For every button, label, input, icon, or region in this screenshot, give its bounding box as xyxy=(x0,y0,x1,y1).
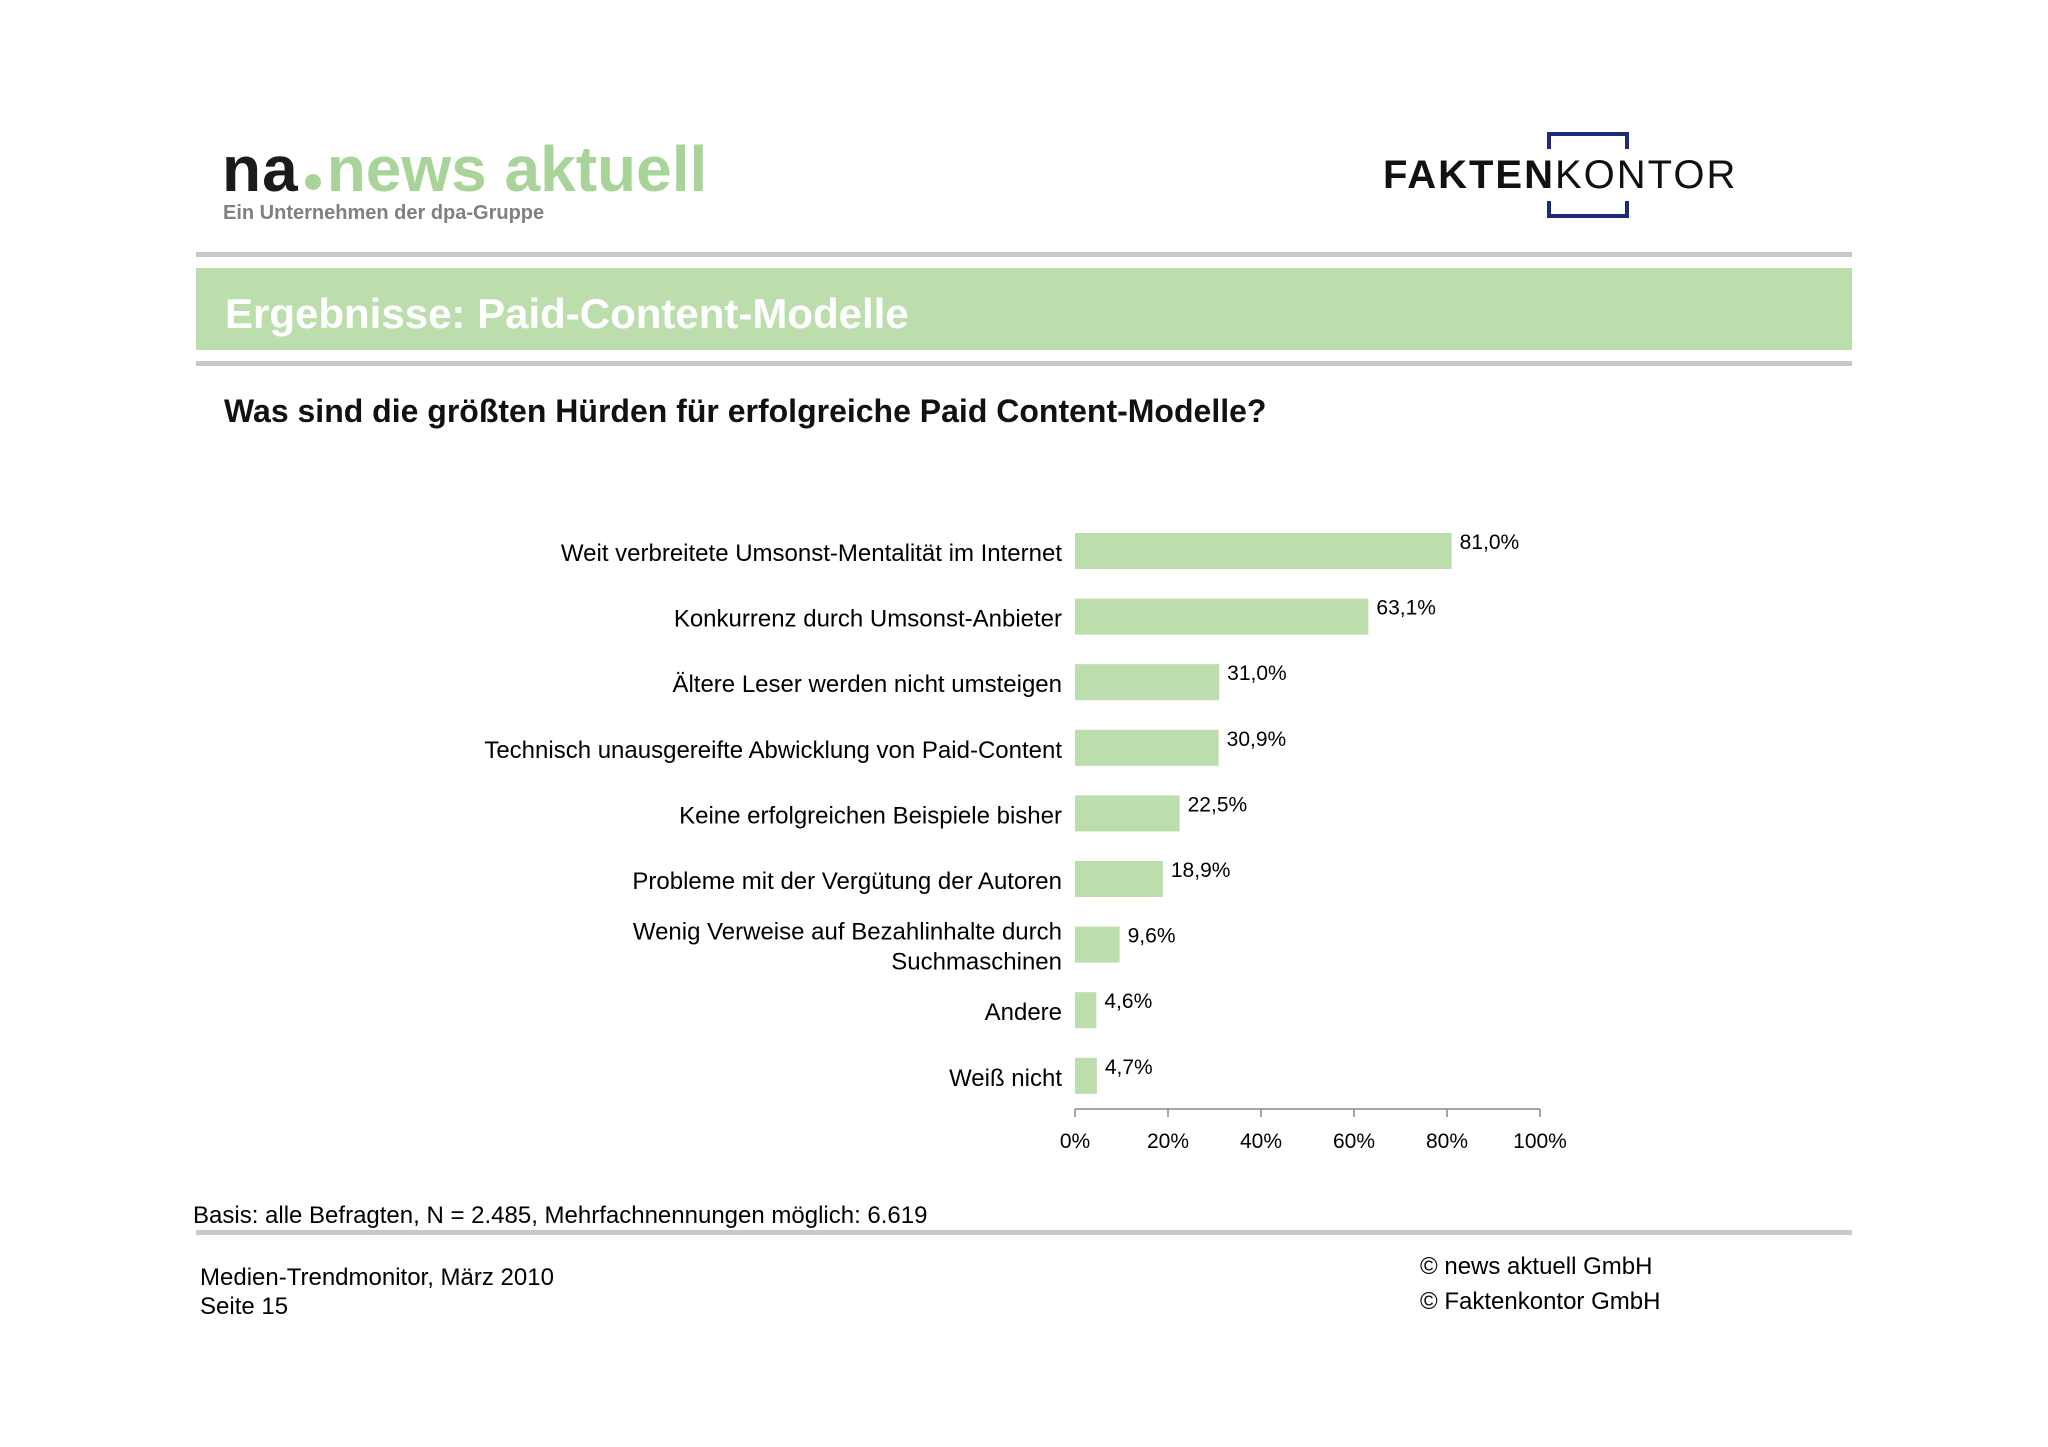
category-label-line: Weit verbreitete Umsonst-Mentalität im I… xyxy=(561,540,1062,567)
bar-value-label: 30,9% xyxy=(1227,728,1287,751)
bar xyxy=(1075,664,1220,701)
page-title: Ergebnisse: Paid-Content-Modelle xyxy=(225,290,909,337)
title-banner xyxy=(196,268,1852,350)
chart-x-axis: 0% 20% 40% 60% 80% 100% xyxy=(1060,1108,1567,1153)
bar-value-label: 63,1% xyxy=(1376,597,1436,620)
footer-page-number: Seite 15 xyxy=(200,1293,289,1320)
category-label: Andere xyxy=(985,999,1062,1026)
bar-value-label: 4,7% xyxy=(1105,1056,1153,1079)
x-tick-label: 80% xyxy=(1426,1130,1468,1153)
category-label-line: Suchmaschinen xyxy=(891,949,1062,976)
divider-under-banner xyxy=(196,361,1852,366)
category-label-line: Keine erfolgreichen Beispiele bisher xyxy=(679,802,1062,829)
bar xyxy=(1075,795,1180,832)
category-label: Weiß nicht xyxy=(949,1065,1062,1092)
category-label: Konkurrenz durch Umsonst-Anbieter xyxy=(674,606,1062,633)
bar xyxy=(1075,861,1163,897)
x-tick-label: 100% xyxy=(1513,1130,1567,1153)
bar xyxy=(1075,533,1452,569)
category-label: Wenig Verweise auf Bezahlinhalte durch Su… xyxy=(633,919,1062,976)
footer-source: Medien-Trendmonitor, März 2010 xyxy=(200,1264,554,1291)
category-label: Technisch unausgereifte Abwicklung von P… xyxy=(484,737,1062,764)
logo-dot-icon xyxy=(304,173,321,190)
bar xyxy=(1075,1057,1097,1094)
bar xyxy=(1075,729,1219,766)
category-label-line: Technisch unausgereifte Abwicklung von P… xyxy=(484,737,1062,764)
x-tick-label: 20% xyxy=(1147,1130,1189,1153)
category-label-line: Wenig Verweise auf Bezahlinhalte durch xyxy=(633,919,1062,946)
logo-name: news aktuell xyxy=(326,133,708,205)
category-label-line: Probleme mit der Vergütung der Autoren xyxy=(632,868,1062,895)
category-label: Probleme mit der Vergütung der Autoren xyxy=(632,868,1062,895)
footer-copyright-faktenkontor: © Faktenkontor GmbH xyxy=(1420,1288,1661,1315)
category-label-line: Ältere Leser werden nicht umsteigen xyxy=(672,671,1062,698)
divider-top xyxy=(196,252,1852,257)
bar xyxy=(1075,992,1097,1029)
bar-value-label: 18,9% xyxy=(1171,859,1231,882)
bar-value-label: 81,0% xyxy=(1460,531,1520,554)
bar-value-label: 9,6% xyxy=(1128,925,1176,948)
bar xyxy=(1075,926,1120,963)
category-label: Weit verbreitete Umsonst-Mentalität im I… xyxy=(561,540,1062,567)
category-label: Ältere Leser werden nicht umsteigen xyxy=(672,671,1062,698)
logo-word-bold: FAKTEN xyxy=(1383,153,1555,197)
bar-value-label: 22,5% xyxy=(1188,793,1248,816)
logo-word-light: KONTOR xyxy=(1555,153,1738,197)
x-tick-label: 0% xyxy=(1060,1130,1090,1153)
category-label-line: Andere xyxy=(985,999,1062,1026)
bar xyxy=(1075,598,1369,635)
logo-wordmark: FAKTENKONTOR xyxy=(1383,153,1737,198)
category-label-line: Weiß nicht xyxy=(949,1065,1062,1092)
logo-bracket-top-icon xyxy=(1547,132,1629,149)
x-tick-label: 40% xyxy=(1240,1130,1282,1153)
x-tick-label: 60% xyxy=(1333,1130,1375,1153)
footer-copyright-news-aktuell: © news aktuell GmbH xyxy=(1420,1253,1653,1280)
logo-bracket-bottom-icon xyxy=(1547,201,1629,218)
logo-prefix: na xyxy=(222,133,299,205)
bar-value-label: 31,0% xyxy=(1227,662,1287,685)
bar-value-label: 4,6% xyxy=(1104,990,1152,1013)
logo-subtitle: Ein Unternehmen der dpa-Gruppe xyxy=(223,202,545,224)
chart-question: Was sind die größten Hürden für erfolgre… xyxy=(224,393,1267,429)
category-label-line: Konkurrenz durch Umsonst-Anbieter xyxy=(674,606,1062,633)
news-aktuell-logo: na news aktuell xyxy=(222,132,707,206)
divider-bottom xyxy=(196,1230,1852,1235)
chart-bars: 81,0% Weit verbreitete Umsonst-Mentalität… xyxy=(484,531,1519,1094)
faktenkontor-logo: FAKTENKONTOR xyxy=(1383,132,1793,218)
basis-note: Basis: alle Befragten, N = 2.485, Mehrfa… xyxy=(193,1202,928,1229)
category-label: Keine erfolgreichen Beispiele bisher xyxy=(679,802,1062,829)
